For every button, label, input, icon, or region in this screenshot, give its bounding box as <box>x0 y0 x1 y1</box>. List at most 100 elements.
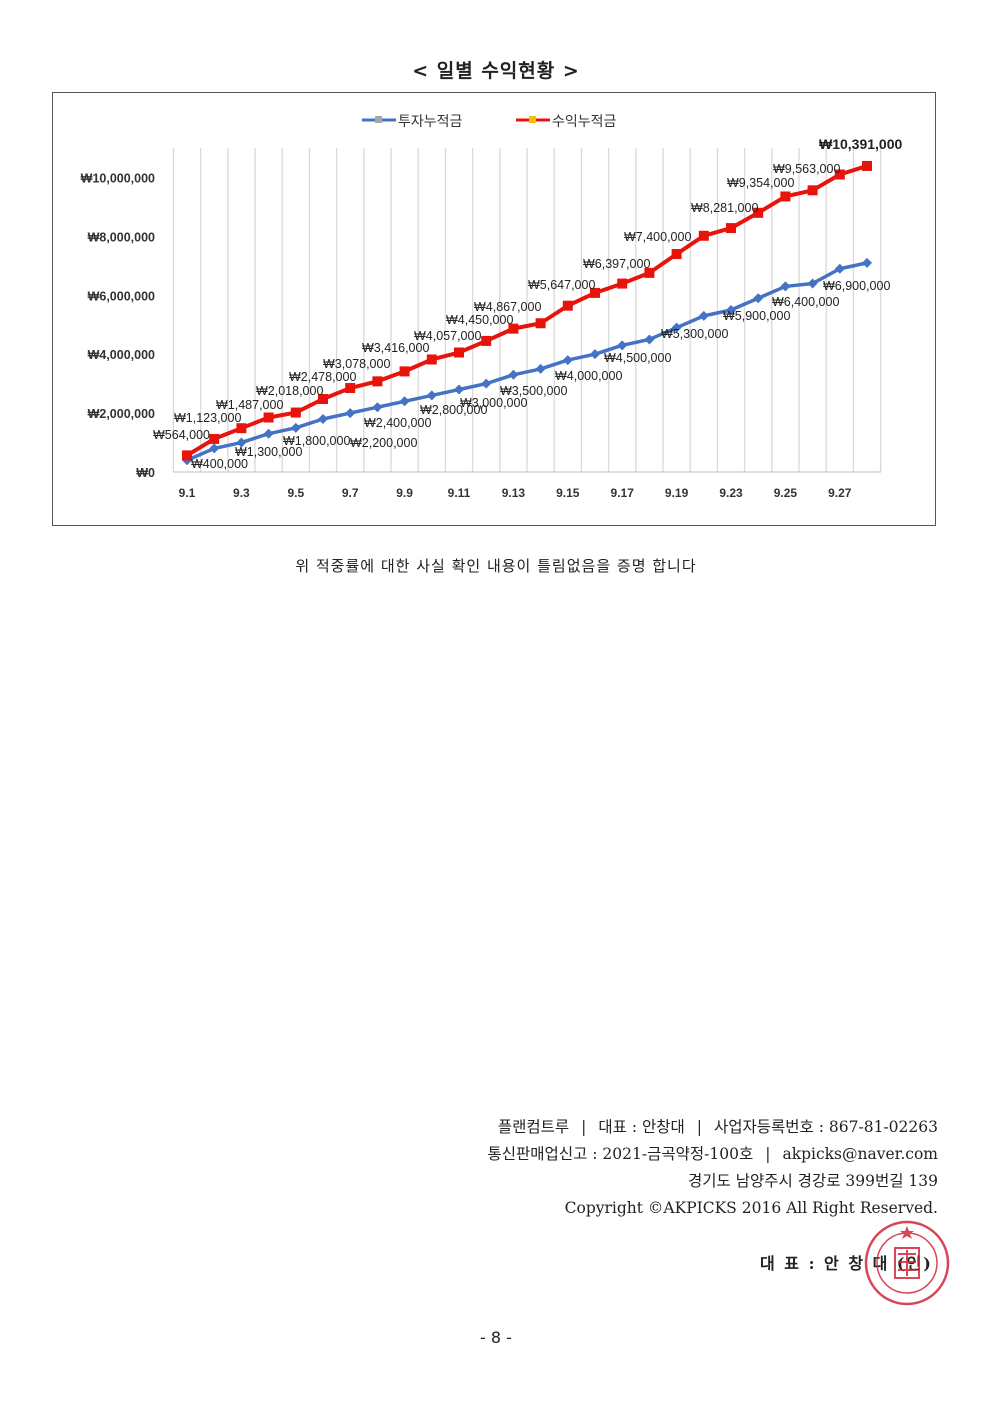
data-point <box>671 322 682 333</box>
data-label: ₩6,900,000 <box>823 279 890 293</box>
y-tick-label: ₩10,000,000 <box>81 171 155 185</box>
data-point <box>780 281 791 292</box>
data-point <box>345 383 356 394</box>
company-seal-stamp <box>864 1220 950 1306</box>
business-number: 사업자등록번호 : 867-81-02263 <box>714 1118 938 1136</box>
x-tick-label: 9.1 <box>179 486 196 500</box>
data-label: ₩4,450,000 <box>446 313 513 327</box>
data-point <box>454 384 464 395</box>
y-tick-label: ₩2,000,000 <box>88 407 155 421</box>
data-point <box>617 278 628 289</box>
certification-note: 위 적중률에 대한 사실 확인 내용이 틀림없음을 증명 합니다 <box>295 557 697 575</box>
data-point <box>698 310 709 321</box>
data-point <box>399 366 410 377</box>
data-point <box>535 363 546 374</box>
x-tick-label: 9.7 <box>342 486 359 500</box>
x-tick-label: 9.27 <box>828 486 852 500</box>
line-chart: ₩0 ₩2,000,000 ₩4,000,000 ₩6,000,000 ₩8,000,0… <box>81 114 903 500</box>
data-point <box>753 207 764 218</box>
data-point <box>644 334 655 345</box>
data-point <box>780 191 791 202</box>
data-point <box>209 443 220 454</box>
x-tick-label: 9.3 <box>233 486 250 500</box>
data-label: ₩9,563,000 <box>773 162 840 176</box>
data-point <box>318 394 328 405</box>
data-point <box>807 278 818 289</box>
data-point <box>671 249 682 260</box>
data-point <box>562 300 573 311</box>
data-point <box>862 160 872 171</box>
data-point <box>834 169 845 180</box>
data-label: ₩5,900,000 <box>723 309 790 323</box>
y-tick-label: ₩6,000,000 <box>88 289 155 303</box>
data-point <box>535 318 546 329</box>
data-label: ₩1,123,000 <box>174 411 241 425</box>
data-label: ₩400,000 <box>191 457 248 471</box>
x-tick-label: 9.11 <box>448 486 471 500</box>
data-label: ₩1,800,000 <box>283 434 350 448</box>
data-label: ₩3,000,000 <box>460 396 527 410</box>
data-point <box>726 223 736 234</box>
x-tick-label: 9.23 <box>719 486 743 500</box>
address: 경기도 남양주시 경강로 399번길 139 <box>688 1172 938 1190</box>
data-label: ₩4,057,000 <box>414 329 481 343</box>
y-tick-label: ₩0 <box>136 466 155 480</box>
data-point <box>508 323 519 334</box>
page-number: - 8 - <box>480 1328 512 1347</box>
data-point <box>617 340 628 351</box>
separator: | <box>581 1118 587 1136</box>
copyright: Copyright ©AKPICKS 2016 All Right Reserv… <box>564 1199 938 1217</box>
data-label: ₩2,400,000 <box>364 416 431 430</box>
data-point <box>562 355 573 366</box>
data-point <box>454 347 464 358</box>
data-point <box>698 230 709 241</box>
separator: | <box>765 1145 771 1163</box>
legend-marker <box>529 116 536 123</box>
data-label: ₩3,500,000 <box>500 384 567 398</box>
data-point <box>236 437 247 448</box>
data-label: ₩7,400,000 <box>624 230 691 244</box>
data-point <box>862 257 872 268</box>
data-point <box>753 293 764 304</box>
data-point <box>345 408 356 419</box>
data-label: ₩5,300,000 <box>661 327 728 341</box>
data-point <box>399 396 410 407</box>
data-label: ₩6,400,000 <box>772 295 839 309</box>
mail-order-registration: 통신판매업신고 : 2021-금곡약정-100호 <box>487 1145 754 1163</box>
x-tick-label: 9.13 <box>502 486 526 500</box>
footer-line-2: 통신판매업신고 : 2021-금곡약정-100호 | akpicks@naver.c… <box>488 1141 938 1168</box>
data-point <box>426 354 437 365</box>
data-label: ₩4,000,000 <box>555 369 622 383</box>
data-label: ₩3,078,000 <box>323 357 390 371</box>
data-point <box>209 433 220 444</box>
data-point <box>590 287 600 298</box>
data-label: ₩10,391,000 <box>819 136 902 152</box>
data-label: ₩4,867,000 <box>474 300 541 314</box>
data-point <box>318 413 328 424</box>
data-point <box>182 450 192 461</box>
data-point <box>481 378 492 389</box>
x-tick-label: 9.25 <box>774 486 798 500</box>
data-point <box>481 335 492 346</box>
data-label: ₩2,800,000 <box>420 403 487 417</box>
data-label: ₩6,397,000 <box>583 257 650 271</box>
data-point <box>236 423 247 434</box>
data-point <box>372 376 383 387</box>
x-tick-label: 9.5 <box>287 486 304 500</box>
chart-frame <box>52 92 936 526</box>
data-point <box>263 412 274 423</box>
data-point <box>807 185 818 196</box>
data-point <box>834 263 845 274</box>
data-label: ₩2,478,000 <box>289 370 356 384</box>
x-tick-label: 9.15 <box>556 486 580 500</box>
data-point <box>372 402 383 413</box>
x-tick-label: 9.9 <box>396 486 413 500</box>
data-label: ₩4,500,000 <box>604 351 671 365</box>
legend-label: 수익누적금 <box>552 114 617 130</box>
data-label: ₩5,647,000 <box>528 278 595 292</box>
x-tick-label: 9.19 <box>665 486 689 500</box>
x-tick-label: 9.17 <box>611 486 635 500</box>
data-point <box>263 428 274 439</box>
email-link[interactable]: akpicks@naver.com <box>782 1145 938 1163</box>
data-label: ₩564,000 <box>153 428 210 442</box>
